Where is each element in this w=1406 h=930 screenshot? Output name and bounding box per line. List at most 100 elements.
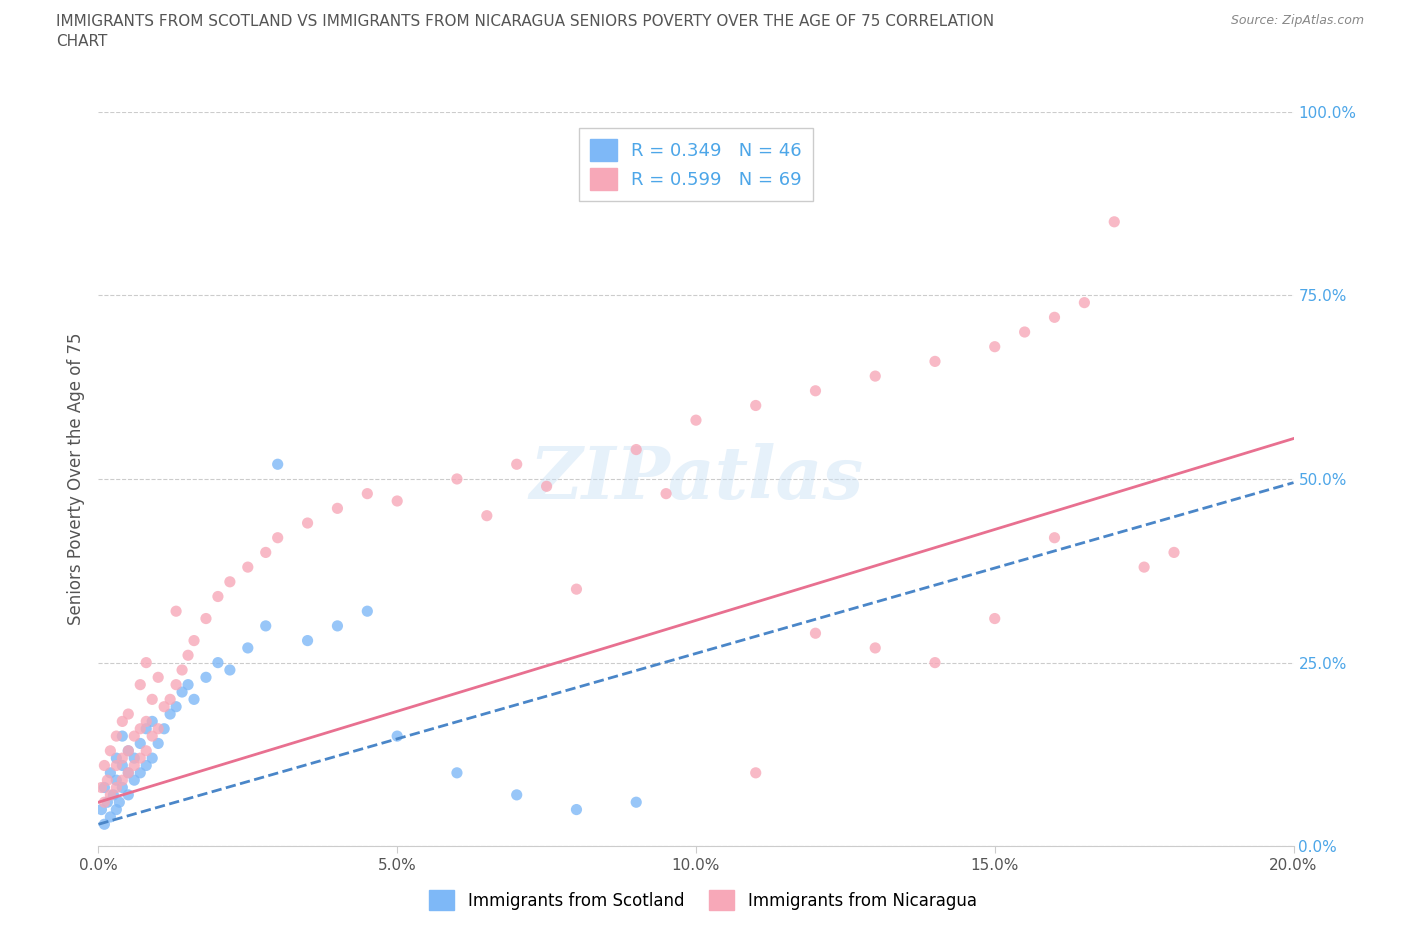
Point (183, 633, 205, 648)
Point (129, 765, 152, 780)
Point (1043, 530, 1066, 545)
Point (655, 486, 678, 501)
Point (159, 692, 181, 707)
Point (626, 442, 648, 457)
Point (105, 751, 128, 765)
Legend: Immigrants from Scotland, Immigrants from Nicaragua: Immigrants from Scotland, Immigrants fro… (423, 884, 983, 917)
Point (135, 722, 157, 737)
Point (129, 722, 152, 737)
Point (165, 699, 187, 714)
Point (165, 604, 187, 618)
Point (536, 479, 558, 494)
Point (685, 413, 707, 428)
Point (924, 354, 946, 369)
Point (172, 684, 194, 699)
Point (111, 729, 134, 744)
Point (236, 560, 259, 575)
Point (96, 795, 118, 810)
Point (475, 508, 498, 523)
Point (183, 692, 205, 707)
Point (1073, 295, 1095, 310)
Point (108, 795, 131, 810)
Point (267, 457, 290, 472)
Point (135, 714, 157, 729)
Point (177, 677, 200, 692)
Point (129, 751, 152, 765)
Point (98, 765, 122, 780)
Point (129, 736, 152, 751)
Point (159, 707, 181, 722)
Point (103, 788, 125, 803)
Point (195, 670, 218, 684)
Point (96, 773, 118, 788)
Point (356, 604, 378, 618)
Point (117, 765, 139, 780)
Point (446, 765, 468, 780)
Point (141, 729, 163, 744)
Point (111, 773, 134, 788)
Point (984, 339, 1007, 354)
Point (297, 515, 319, 530)
Point (117, 743, 139, 758)
Point (446, 472, 468, 486)
Point (745, 765, 768, 780)
Text: Source: ZipAtlas.com: Source: ZipAtlas.com (1230, 14, 1364, 27)
Point (98, 809, 122, 824)
Point (117, 765, 139, 780)
Point (153, 722, 176, 737)
Point (565, 582, 588, 597)
Point (626, 795, 648, 810)
Point (1133, 560, 1156, 575)
Point (98, 788, 122, 803)
Point (124, 773, 146, 788)
Point (129, 677, 152, 692)
Text: IMMIGRANTS FROM SCOTLAND VS IMMIGRANTS FROM NICARAGUA SENIORS POVERTY OVER THE A: IMMIGRANTS FROM SCOTLAND VS IMMIGRANTS F… (56, 14, 994, 29)
Point (236, 641, 259, 656)
Point (98, 743, 122, 758)
Point (865, 641, 887, 656)
Point (356, 486, 378, 501)
Point (111, 780, 134, 795)
Point (105, 773, 128, 788)
Point (172, 662, 194, 677)
Point (984, 611, 1007, 626)
Point (148, 736, 170, 751)
Point (195, 611, 218, 626)
Text: CHART: CHART (56, 34, 108, 49)
Point (135, 758, 157, 773)
Point (93, 758, 115, 773)
Point (1043, 310, 1066, 325)
Point (141, 751, 163, 765)
Point (124, 729, 146, 744)
Point (219, 662, 242, 677)
Point (124, 758, 146, 773)
Point (153, 699, 176, 714)
Point (326, 618, 349, 633)
Point (93, 795, 115, 810)
Point (148, 670, 170, 684)
Point (804, 626, 827, 641)
Point (1104, 215, 1126, 230)
Point (111, 751, 134, 765)
Point (165, 677, 187, 692)
Point (135, 743, 157, 758)
Point (254, 618, 277, 633)
Point (219, 575, 242, 590)
Point (93, 817, 115, 831)
Point (1014, 325, 1036, 339)
Point (254, 545, 277, 560)
Point (385, 494, 409, 509)
Point (924, 656, 946, 671)
Point (93, 780, 115, 795)
Point (105, 729, 128, 744)
Point (117, 788, 139, 803)
Point (565, 802, 588, 817)
Point (135, 656, 157, 671)
Legend: R = 0.349   N = 46, R = 0.599   N = 69: R = 0.349 N = 46, R = 0.599 N = 69 (579, 128, 813, 201)
Point (117, 743, 139, 758)
Text: ZIPatlas: ZIPatlas (529, 444, 863, 514)
Point (105, 780, 128, 795)
Point (207, 589, 229, 604)
Y-axis label: Seniors Poverty Over the Age of 75: Seniors Poverty Over the Age of 75 (66, 333, 84, 625)
Point (207, 656, 229, 671)
